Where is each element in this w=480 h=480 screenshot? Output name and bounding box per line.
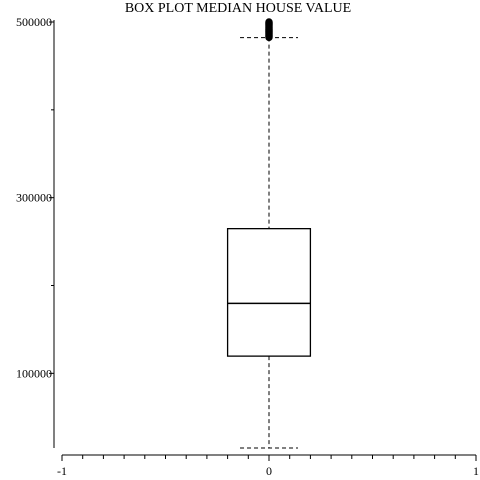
y-tick-label: 300000 (16, 191, 52, 205)
x-tick-label: -1 (57, 464, 67, 478)
x-tick-label: 0 (266, 464, 272, 478)
boxplot-marks (226, 18, 312, 449)
axes: 100000 300000 500000 -1 0 1 (16, 15, 479, 478)
y-tick-label: 500000 (16, 15, 52, 29)
x-tick-label: 1 (473, 464, 479, 478)
y-tick-label: 100000 (16, 366, 52, 380)
chart-title: BOX PLOT MEDIAN HOUSE VALUE (125, 1, 351, 16)
iqr-box (226, 228, 312, 357)
outlier-point (265, 18, 273, 26)
